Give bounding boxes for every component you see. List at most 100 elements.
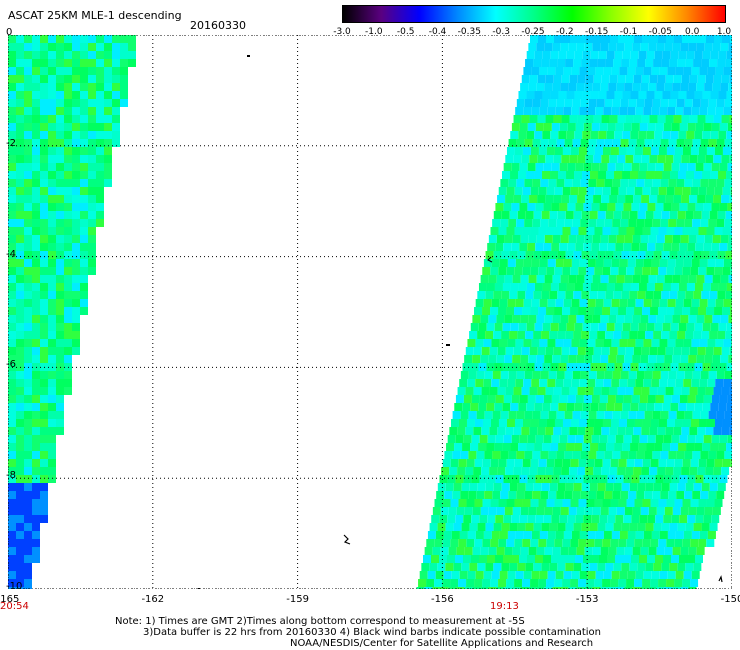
swath-cell <box>72 43 80 51</box>
swath-cell <box>64 307 72 315</box>
swath-cell <box>487 243 496 251</box>
swath-cell <box>32 435 40 443</box>
swath-cell <box>651 67 660 75</box>
swath-cell <box>615 163 624 171</box>
swath-cell <box>32 147 40 155</box>
swath-cell <box>24 67 32 75</box>
swath-cell <box>575 515 584 523</box>
swath-cell <box>641 467 650 475</box>
swath-cell <box>466 539 475 547</box>
swath-cell <box>656 235 665 243</box>
swath-cell <box>584 355 593 363</box>
swath-cell <box>510 131 519 139</box>
swath-cell <box>498 539 507 547</box>
swath-cell <box>715 379 724 387</box>
swath-cell <box>674 499 683 507</box>
longitude-label: -150 <box>720 594 740 605</box>
swath-cell <box>24 243 32 251</box>
swath-cell <box>586 187 595 195</box>
swath-cell <box>24 83 32 91</box>
swath-cell <box>56 243 64 251</box>
swath-cell <box>529 467 538 475</box>
swath-cell <box>581 523 590 531</box>
swath-cell <box>488 547 497 555</box>
swath-cell <box>671 475 680 483</box>
swath-cell <box>593 115 602 123</box>
swath-cell <box>448 547 457 555</box>
swath-cell <box>556 219 565 227</box>
swath-cell <box>715 67 724 75</box>
swath-cell <box>64 339 72 347</box>
swath-cell <box>517 483 526 491</box>
swath-cell <box>606 555 615 563</box>
swath-cell <box>464 587 473 589</box>
swath-cell <box>434 499 443 507</box>
swath-cell <box>483 571 492 579</box>
swath-cell <box>32 355 40 363</box>
swath-cell <box>8 123 16 131</box>
swath-cell <box>522 499 531 507</box>
swath-cell <box>16 483 24 491</box>
swath-cell <box>56 67 64 75</box>
swath-cell <box>518 283 527 291</box>
swath-cell <box>480 315 489 323</box>
swath-cell <box>671 435 680 443</box>
swath-cell <box>24 235 32 243</box>
swath-cell <box>563 67 572 75</box>
swath-cell <box>658 307 667 315</box>
swath-cell <box>571 67 580 75</box>
swath-cell <box>104 99 112 107</box>
swath-cell <box>602 187 611 195</box>
swath-cell <box>611 379 620 387</box>
swath-cell <box>530 187 539 195</box>
swath-cell <box>721 75 730 83</box>
swath-cell <box>686 51 695 59</box>
swath-cell <box>722 419 731 427</box>
swath-cell <box>64 147 72 155</box>
swath-cell <box>40 35 48 43</box>
swath-cell <box>632 507 641 515</box>
swath-cell <box>727 243 732 251</box>
swath-cell <box>8 555 16 563</box>
swath-cell <box>64 323 72 331</box>
swath-cell <box>504 275 513 283</box>
swath-cell <box>502 443 511 451</box>
swath-cell <box>439 475 448 483</box>
swath-cell <box>538 419 547 427</box>
swath-cell <box>478 323 487 331</box>
swath-cell <box>528 587 537 589</box>
swath-cell <box>634 35 642 43</box>
swath-cell <box>452 411 461 419</box>
swath-cell <box>650 539 659 547</box>
swath-cell <box>572 179 581 187</box>
swath-cell <box>561 75 570 83</box>
swath-cell <box>612 371 621 379</box>
swath-cell <box>683 107 692 115</box>
swath-cell <box>526 131 535 139</box>
swath-cell <box>24 355 32 363</box>
swath-cell <box>549 483 558 491</box>
swath-cell <box>679 475 688 483</box>
swath-cell <box>565 291 574 299</box>
swath-cell <box>522 419 531 427</box>
swath-cell <box>24 35 32 43</box>
swath-cell <box>545 155 554 163</box>
swath-cell <box>578 579 587 587</box>
swath-cell <box>16 491 24 499</box>
swath-cell <box>606 91 615 99</box>
swath-cell <box>686 555 695 563</box>
swath-cell <box>546 499 555 507</box>
swath-cell <box>518 555 527 563</box>
swath-cell <box>545 467 554 475</box>
swath-cell <box>496 355 505 363</box>
swath-cell <box>64 259 72 267</box>
swath-cell <box>538 459 547 467</box>
swath-cell <box>584 43 593 51</box>
swath-cell <box>569 347 578 355</box>
swath-cell <box>646 51 655 59</box>
swath-cell <box>552 235 561 243</box>
swath-cell <box>614 443 623 451</box>
swath-cell <box>590 403 599 411</box>
swath-cell <box>686 443 695 451</box>
swath-cell <box>500 179 509 187</box>
